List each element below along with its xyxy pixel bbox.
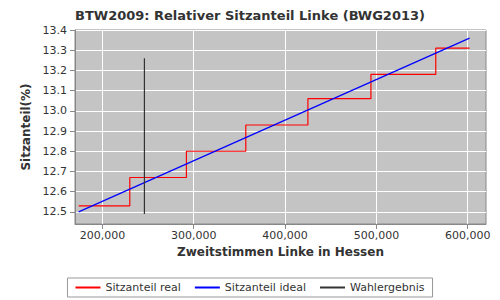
svg-text:Sitzanteil real: Sitzanteil real — [105, 281, 180, 294]
svg-text:200,000: 200,000 — [80, 229, 126, 242]
svg-text:400,000: 400,000 — [262, 229, 308, 242]
svg-text:13.0: 13.0 — [43, 104, 68, 117]
svg-text:13.1: 13.1 — [43, 84, 68, 97]
svg-text:12.8: 12.8 — [43, 145, 68, 158]
svg-text:12.5: 12.5 — [43, 205, 68, 218]
svg-text:Wahlergebnis: Wahlergebnis — [350, 281, 425, 294]
svg-text:BTW2009: Relativer Sitzanteil: BTW2009: Relativer Sitzanteil Linke (BWG… — [75, 8, 425, 23]
svg-text:13.3: 13.3 — [43, 44, 68, 57]
svg-text:13.2: 13.2 — [43, 64, 68, 77]
svg-text:Zweitstimmen Linke in Hessen: Zweitstimmen Linke in Hessen — [177, 245, 384, 259]
svg-text:12.6: 12.6 — [43, 185, 68, 198]
svg-text:12.9: 12.9 — [43, 125, 68, 138]
svg-text:Sitzanteil(%): Sitzanteil(%) — [19, 83, 33, 170]
svg-text:500,000: 500,000 — [354, 229, 400, 242]
svg-text:Sitzanteil ideal: Sitzanteil ideal — [225, 281, 306, 294]
svg-text:300,000: 300,000 — [171, 229, 217, 242]
svg-text:13.4: 13.4 — [43, 24, 68, 37]
svg-text:600,000: 600,000 — [445, 229, 491, 242]
svg-text:12.7: 12.7 — [43, 165, 68, 178]
